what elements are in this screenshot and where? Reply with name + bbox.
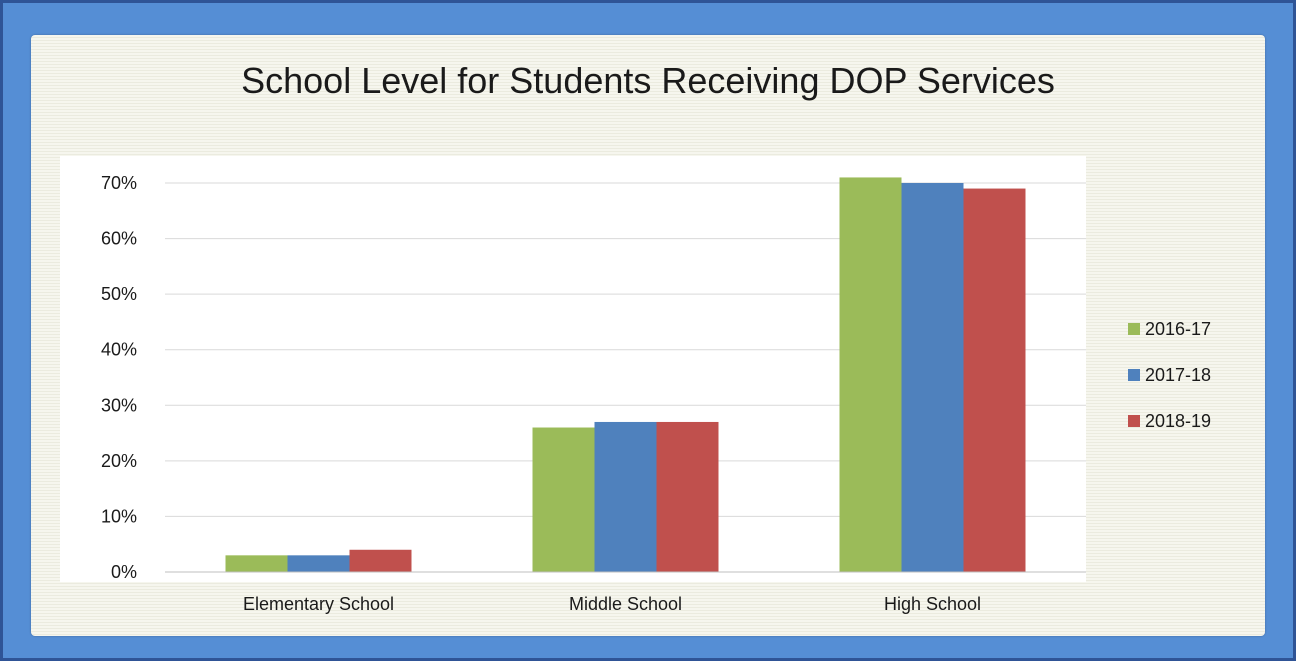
- legend-label: 2017-18: [1145, 365, 1211, 385]
- bar-2017-18-high-school: [901, 183, 964, 572]
- bar-2016-17-high-school: [839, 177, 902, 572]
- x-category-label: Middle School: [569, 594, 682, 614]
- x-category-label: Elementary School: [243, 594, 394, 614]
- bar-2016-17-elementary-school: [225, 555, 288, 572]
- y-tick-label: 10%: [101, 506, 137, 526]
- chart-title: School Level for Students Receiving DOP …: [241, 60, 1055, 101]
- y-tick-label: 20%: [101, 451, 137, 471]
- legend-swatch: [1128, 323, 1140, 335]
- y-tick-label: 60%: [101, 229, 137, 249]
- bar-2018-19-elementary-school: [349, 549, 412, 572]
- bar-2018-19-high-school: [963, 188, 1026, 573]
- legend-label: 2018-19: [1145, 411, 1211, 431]
- bar-2018-19-middle-school: [656, 421, 719, 572]
- y-tick-label: 50%: [101, 284, 137, 304]
- x-category-label: High School: [884, 594, 981, 614]
- y-tick-label: 30%: [101, 395, 137, 415]
- bar-2016-17-middle-school: [532, 427, 595, 572]
- legend-swatch: [1128, 415, 1140, 427]
- bar-2017-18-elementary-school: [287, 555, 350, 572]
- bar-2017-18-middle-school: [594, 421, 657, 572]
- legend: 2016-17 2017-18 2018-19: [1128, 319, 1211, 431]
- y-tick-label: 70%: [101, 173, 137, 193]
- legend-swatch: [1128, 369, 1140, 381]
- y-tick-label: 40%: [101, 340, 137, 360]
- y-tick-label: 0%: [111, 562, 137, 582]
- axes: 0% 10% 20% 30% 40% 50% 60% 70% Elementary School…: [101, 173, 1086, 614]
- legend-label: 2016-17: [1145, 319, 1211, 339]
- bars: [225, 177, 1026, 573]
